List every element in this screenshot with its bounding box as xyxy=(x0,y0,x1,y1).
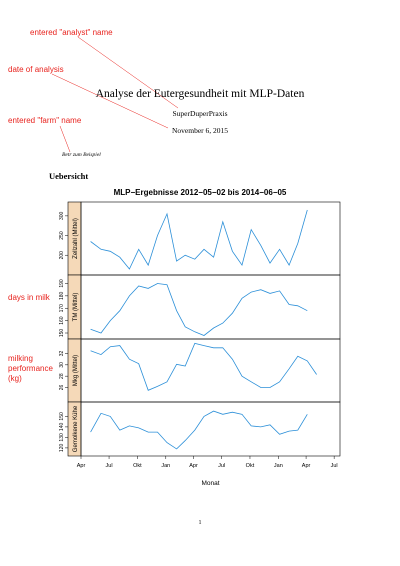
x-tick-label: Okt xyxy=(133,463,142,469)
y-tick-label: 160 xyxy=(59,316,65,325)
x-tick-label: Jul xyxy=(218,463,225,469)
panel-frame xyxy=(81,275,340,339)
x-tick-label: Apr xyxy=(189,463,198,469)
y-tick-label: 190 xyxy=(59,279,65,288)
y-tick-label: 150 xyxy=(59,412,65,421)
x-tick-label: Okt xyxy=(246,463,255,469)
y-tick-label: 30 xyxy=(59,362,65,368)
y-tick-label: 130 xyxy=(59,433,65,442)
series-line xyxy=(91,411,308,449)
panel-frame xyxy=(81,402,340,456)
panel-frame xyxy=(81,339,340,402)
panel-frame xyxy=(81,202,340,275)
x-tick-label: Jan xyxy=(274,463,283,469)
y-tick-label: 200 xyxy=(59,251,65,260)
y-tick-label: 150 xyxy=(59,329,65,338)
series-line xyxy=(91,343,317,390)
y-tick-label: 300 xyxy=(59,211,65,220)
panel-label: Zellzahl (Mittel) xyxy=(73,218,79,259)
y-tick-label: 140 xyxy=(59,423,65,432)
y-tick-label: 250 xyxy=(59,231,65,240)
x-tick-label: Jan xyxy=(161,463,170,469)
panel-label: Mkg (Mittel) xyxy=(73,355,79,386)
series-line xyxy=(91,210,308,269)
x-tick-label: Apr xyxy=(302,463,311,469)
y-tick-label: 26 xyxy=(59,385,65,391)
y-tick-label: 32 xyxy=(59,351,65,357)
x-axis-label: Monat xyxy=(201,480,219,487)
y-tick-label: 170 xyxy=(59,304,65,313)
panel-label: Gemolkene Kühe xyxy=(73,405,79,452)
y-tick-label: 180 xyxy=(59,291,65,300)
x-tick-label: Jul xyxy=(331,463,338,469)
y-tick-label: 120 xyxy=(59,444,65,453)
y-tick-label: 28 xyxy=(59,373,65,379)
series-line xyxy=(91,284,308,336)
x-tick-label: Apr xyxy=(77,463,86,469)
panel-label: TM (Mittel) xyxy=(73,293,79,322)
x-tick-label: Jul xyxy=(106,463,113,469)
